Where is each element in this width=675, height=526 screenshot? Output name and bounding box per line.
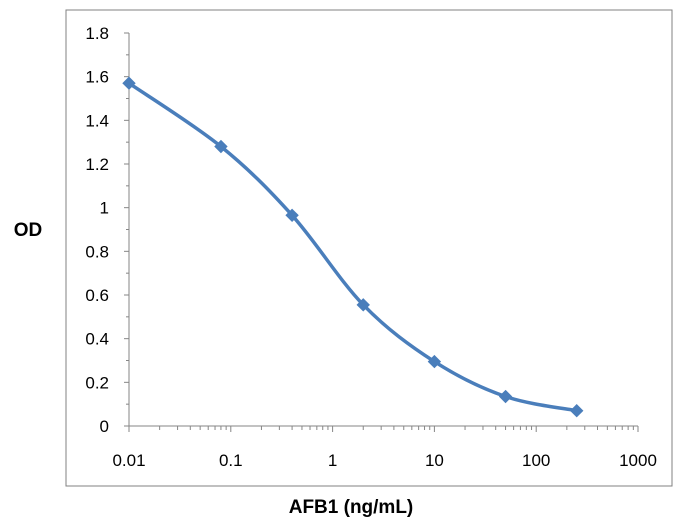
data-point: [356, 298, 370, 312]
y-tick-label: 0.8: [85, 242, 109, 261]
series-layer: [122, 76, 584, 418]
y-tick-label: 0.4: [85, 330, 109, 349]
y-axis-title: OD: [14, 220, 43, 241]
y-tick-label: 1: [100, 199, 109, 218]
y-tick-label: 1.6: [85, 68, 109, 87]
data-point: [427, 354, 442, 369]
data-point: [570, 404, 584, 418]
data-point: [214, 139, 228, 154]
plot-area-frame: [65, 9, 673, 487]
y-tick-label: 1.2: [85, 155, 109, 174]
x-tick-label: 0.01: [112, 451, 145, 470]
x-tick-label: 0.1: [219, 451, 243, 470]
x-tick-label: 1000: [619, 451, 657, 470]
y-tick-label: 0.6: [85, 286, 109, 305]
x-tick-label: 100: [522, 451, 550, 470]
x-tick-label: 10: [425, 451, 444, 470]
data-point: [285, 208, 299, 223]
x-tick-label: 1: [328, 451, 337, 470]
y-tick-label: 1.8: [85, 24, 109, 43]
y-tick-label: 0.2: [85, 373, 109, 392]
y-tick-label: 1.4: [85, 111, 109, 130]
x-axis-title: AFB1 (ng/mL): [289, 497, 414, 518]
axes: 0 0.2 0.4 0.6 0.8 1 1.2 1.4 1.6 1.8 0.01 0.1 1 10 100 1…: [85, 24, 657, 470]
data-point: [498, 389, 513, 404]
data-point: [122, 76, 136, 90]
y-tick-label: 0: [100, 417, 109, 436]
